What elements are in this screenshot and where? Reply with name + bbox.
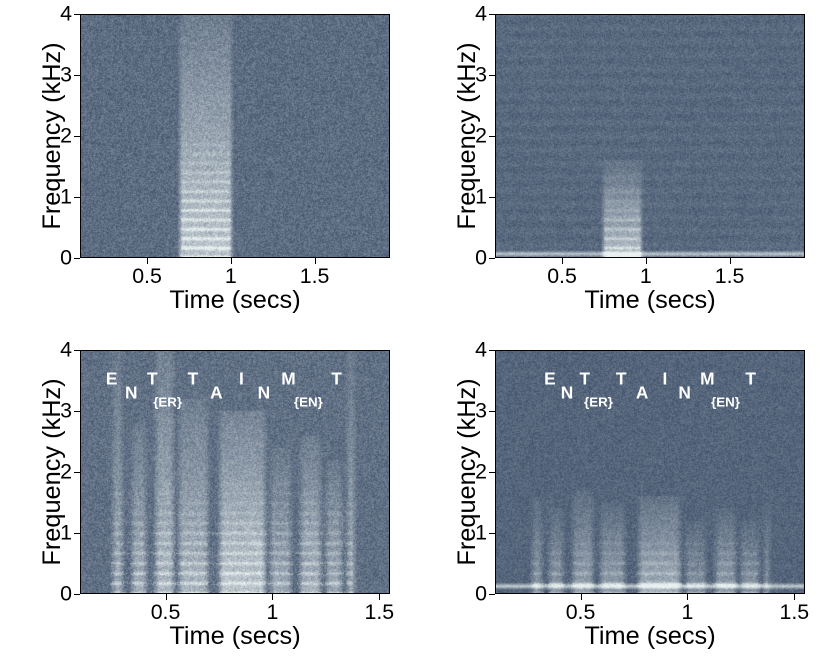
ytick	[74, 14, 80, 15]
x-axis-label: Time (secs)	[495, 286, 805, 315]
phoneme-label: I	[663, 369, 668, 390]
ytick	[74, 136, 80, 137]
phoneme-label: I	[239, 369, 244, 390]
ytick	[74, 197, 80, 198]
phoneme-label: N	[125, 382, 138, 403]
ytick	[489, 533, 495, 534]
phoneme-label: E	[106, 369, 118, 390]
phoneme-label: T	[331, 369, 342, 390]
phoneme-label: M	[700, 369, 714, 390]
y-axis-label: Frequency (kHz)	[453, 14, 482, 258]
phoneme-label: M	[281, 369, 295, 390]
figure: 012340.511.5Time (secs)Frequency (kHz)01…	[0, 0, 827, 656]
spectrogram-plot	[495, 350, 805, 594]
spectrogram-canvas	[80, 14, 390, 258]
phoneme-label: {ER}	[153, 395, 182, 410]
phoneme-label: T	[188, 369, 199, 390]
phoneme-label: {EN}	[711, 395, 740, 410]
ytick	[489, 14, 495, 15]
phoneme-label: T	[579, 369, 590, 390]
y-axis-label: Frequency (kHz)	[453, 350, 482, 594]
ytick	[489, 136, 495, 137]
ytick	[74, 350, 80, 351]
ytick	[489, 197, 495, 198]
ytick	[74, 75, 80, 76]
ytick	[74, 594, 80, 595]
ytick	[74, 411, 80, 412]
phoneme-label: E	[544, 369, 556, 390]
y-axis-label: Frequency (kHz)	[38, 350, 67, 594]
ytick	[489, 472, 495, 473]
phoneme-label: A	[636, 382, 649, 403]
phoneme-label: T	[745, 369, 756, 390]
phoneme-label: {EN}	[294, 395, 323, 410]
phoneme-label: T	[616, 369, 627, 390]
ytick	[489, 350, 495, 351]
ytick	[489, 594, 495, 595]
x-axis-label: Time (secs)	[80, 286, 390, 315]
spectrogram-plot	[80, 14, 390, 258]
y-axis-label: Frequency (kHz)	[38, 14, 67, 258]
ytick	[489, 411, 495, 412]
x-axis-label: Time (secs)	[495, 622, 805, 651]
ytick	[489, 75, 495, 76]
ytick	[74, 472, 80, 473]
phoneme-label: {ER}	[584, 395, 613, 410]
spectrogram-canvas	[495, 350, 805, 594]
ytick	[74, 533, 80, 534]
spectrogram-canvas	[495, 14, 805, 258]
phoneme-label: N	[561, 382, 574, 403]
x-axis-label: Time (secs)	[80, 622, 390, 651]
ytick	[489, 258, 495, 259]
phoneme-label: N	[678, 382, 691, 403]
ytick	[74, 258, 80, 259]
phoneme-label: N	[258, 382, 271, 403]
phoneme-label: T	[147, 369, 158, 390]
phoneme-label: A	[210, 382, 223, 403]
spectrogram-plot	[495, 14, 805, 258]
